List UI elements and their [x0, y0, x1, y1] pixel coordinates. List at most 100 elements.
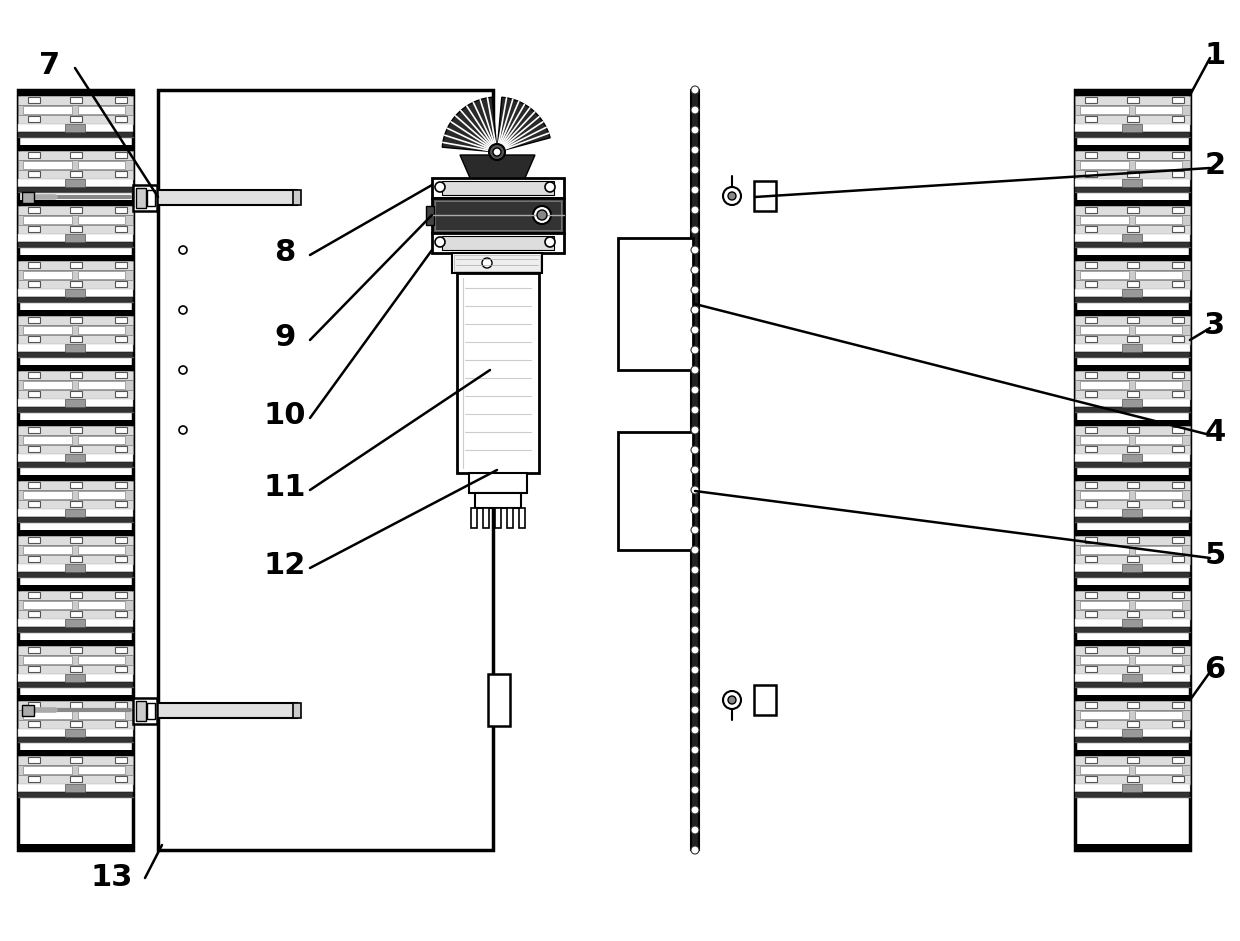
Circle shape: [691, 826, 699, 834]
Bar: [19, 475, 133, 481]
Circle shape: [691, 406, 699, 414]
Bar: [1075, 729, 1190, 737]
Bar: [24, 656, 72, 664]
Bar: [1080, 216, 1128, 224]
Bar: [24, 491, 72, 499]
Bar: [1085, 336, 1097, 342]
Bar: [115, 97, 126, 103]
Bar: [1135, 601, 1182, 609]
Bar: [29, 391, 40, 397]
Bar: [1127, 372, 1140, 378]
Bar: [24, 161, 72, 169]
Bar: [1075, 490, 1190, 500]
Bar: [78, 216, 125, 224]
Bar: [1075, 619, 1190, 627]
Text: 2: 2: [1204, 151, 1225, 180]
Bar: [19, 105, 133, 115]
Bar: [157, 703, 298, 718]
Bar: [69, 116, 82, 122]
Bar: [1075, 344, 1190, 352]
Bar: [1122, 564, 1142, 572]
Bar: [1075, 187, 1190, 192]
Bar: [29, 537, 40, 543]
Bar: [19, 517, 133, 522]
Bar: [489, 192, 510, 244]
Bar: [64, 674, 86, 682]
Bar: [1075, 481, 1190, 490]
Bar: [1075, 96, 1190, 105]
Circle shape: [691, 666, 699, 674]
Bar: [1075, 591, 1190, 600]
Bar: [19, 170, 133, 179]
Bar: [69, 721, 82, 727]
Bar: [1085, 501, 1097, 507]
Circle shape: [691, 706, 699, 714]
Bar: [19, 585, 133, 591]
Bar: [115, 226, 126, 232]
Bar: [1085, 116, 1097, 122]
Bar: [1075, 517, 1190, 522]
Bar: [19, 756, 133, 765]
Bar: [1122, 399, 1142, 407]
Bar: [495, 508, 501, 528]
Circle shape: [691, 766, 699, 774]
Bar: [69, 427, 82, 433]
Circle shape: [691, 786, 699, 794]
Bar: [427, 206, 434, 225]
Text: 9: 9: [274, 323, 295, 352]
Bar: [78, 766, 125, 774]
Bar: [1127, 262, 1140, 268]
Bar: [64, 509, 86, 517]
Bar: [1075, 255, 1190, 261]
Bar: [1075, 90, 1190, 96]
Bar: [19, 572, 133, 577]
Bar: [1075, 365, 1190, 371]
Bar: [1075, 475, 1190, 481]
Bar: [1122, 179, 1142, 187]
Bar: [1075, 90, 1190, 96]
Bar: [1127, 647, 1140, 653]
Bar: [1085, 391, 1097, 397]
Bar: [115, 336, 126, 342]
Bar: [69, 446, 82, 452]
Bar: [1122, 344, 1142, 352]
Bar: [1127, 611, 1140, 617]
Bar: [1075, 545, 1190, 555]
Bar: [115, 317, 126, 323]
Bar: [1075, 352, 1190, 357]
Bar: [1075, 380, 1190, 390]
Text: 3: 3: [1204, 311, 1225, 340]
Circle shape: [691, 166, 699, 174]
Bar: [618, 238, 693, 370]
Circle shape: [691, 286, 699, 294]
Bar: [29, 702, 40, 708]
Bar: [19, 500, 133, 509]
Bar: [1135, 656, 1182, 664]
Bar: [1075, 261, 1190, 270]
Bar: [69, 556, 82, 562]
Bar: [1122, 784, 1142, 792]
Bar: [115, 262, 126, 268]
Bar: [1075, 151, 1190, 160]
Bar: [1075, 454, 1190, 462]
Bar: [115, 152, 126, 158]
Bar: [1075, 234, 1190, 242]
Bar: [29, 446, 40, 452]
Bar: [29, 262, 40, 268]
Bar: [1075, 710, 1190, 720]
Bar: [19, 426, 133, 435]
Bar: [24, 326, 72, 334]
Bar: [19, 200, 133, 206]
Bar: [1075, 646, 1190, 655]
Bar: [1075, 445, 1190, 454]
Bar: [1172, 207, 1184, 213]
Bar: [78, 601, 125, 609]
Bar: [1075, 640, 1190, 646]
Bar: [19, 610, 133, 619]
Bar: [1122, 454, 1142, 462]
Bar: [64, 564, 86, 572]
Bar: [29, 482, 40, 488]
Bar: [19, 695, 133, 701]
Bar: [1127, 317, 1140, 323]
Bar: [1172, 721, 1184, 727]
